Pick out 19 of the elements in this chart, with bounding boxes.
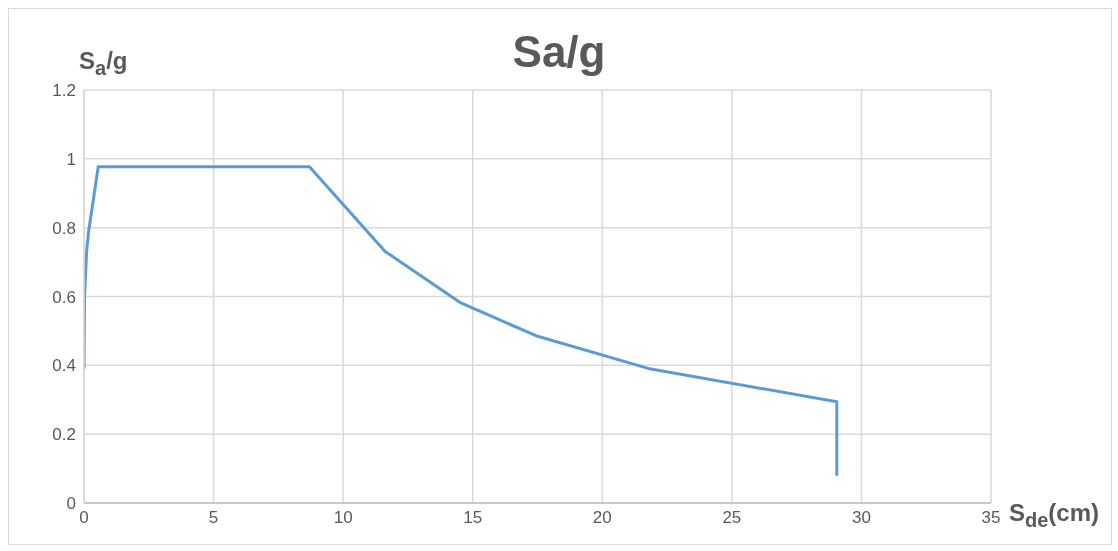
y-tick-label: 0 bbox=[66, 494, 76, 514]
x-tick-label: 25 bbox=[722, 508, 742, 528]
x-tick-label: 0 bbox=[79, 508, 89, 528]
x-tick-label: 15 bbox=[463, 508, 483, 528]
y-tick-label: 0.4 bbox=[52, 356, 76, 376]
y-tick-label: 0.2 bbox=[52, 425, 76, 445]
x-tick-label: 10 bbox=[333, 508, 353, 528]
x-axis-title: S$_{de}$(cm) bbox=[1009, 499, 1100, 532]
x-tick-label: 20 bbox=[592, 508, 612, 528]
y-axis-title: S$_{a}$/g bbox=[79, 47, 128, 80]
y-tick-label: 1.2 bbox=[52, 81, 76, 101]
x-tick-label: 35 bbox=[981, 508, 1001, 528]
y-tick-label: 1 bbox=[66, 149, 76, 169]
chart-title: Sa/g bbox=[512, 27, 606, 76]
x-tick-label: 5 bbox=[208, 508, 219, 528]
line-series bbox=[84, 165, 839, 478]
x-tick-label: 30 bbox=[851, 508, 871, 528]
y-tick-label: 0.8 bbox=[52, 218, 76, 238]
y-tick-label: 0.6 bbox=[52, 287, 76, 307]
